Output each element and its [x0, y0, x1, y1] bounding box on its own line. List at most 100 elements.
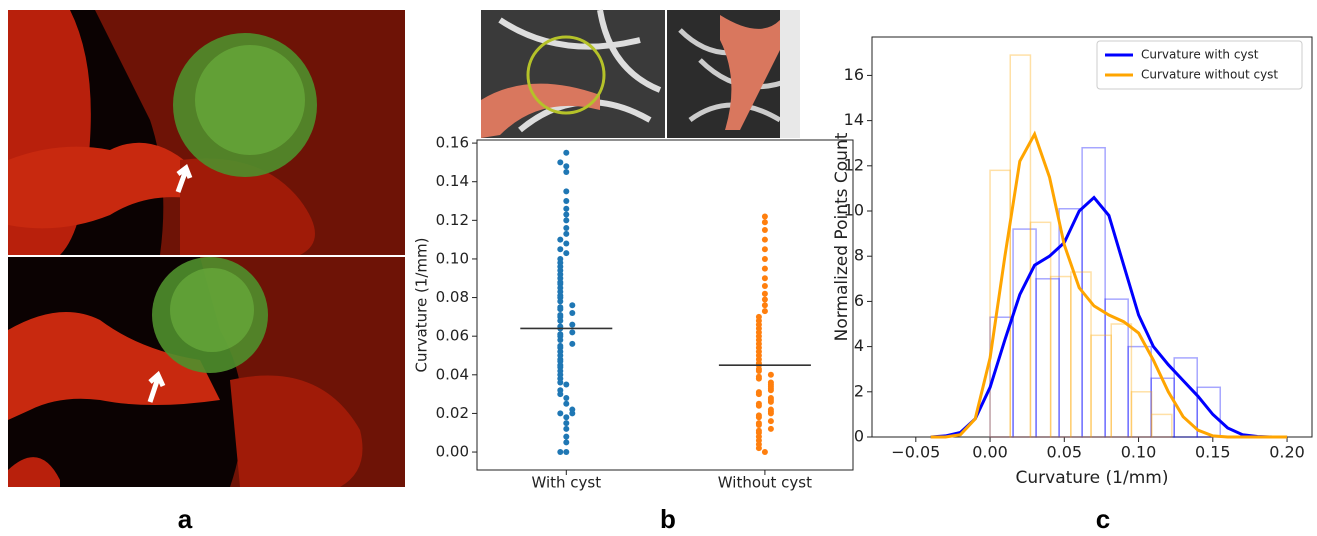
data-point — [755, 412, 762, 419]
data-point — [557, 342, 564, 349]
data-point — [761, 449, 768, 456]
data-point — [563, 163, 570, 170]
data-point — [569, 340, 576, 347]
y-tick-label: 0.08 — [436, 288, 469, 306]
data-point — [563, 433, 570, 440]
histogram-bar — [1130, 391, 1153, 438]
data-point — [761, 255, 768, 262]
axes-frame — [871, 36, 1313, 438]
data-point — [761, 226, 768, 233]
histogram-bar — [1035, 278, 1060, 438]
histogram-bar — [1127, 345, 1152, 438]
data-point — [563, 240, 570, 247]
y-tick-label: 6 — [854, 291, 864, 310]
axes-frame — [476, 139, 854, 471]
y-tick-label: 14 — [844, 110, 864, 129]
histogram-bar — [1150, 413, 1173, 438]
histogram-bar — [1009, 54, 1032, 438]
histogram-bar — [989, 169, 1012, 438]
data-point — [557, 410, 564, 417]
data-point — [563, 217, 570, 224]
data-point — [761, 296, 768, 303]
y-tick-label: 0.16 — [436, 134, 469, 152]
data-point — [761, 265, 768, 272]
x-tick-label: 0.20 — [1269, 443, 1305, 462]
y-tick-label: 0.06 — [436, 327, 469, 345]
data-point — [557, 311, 564, 318]
data-point — [569, 406, 576, 413]
panel-label: a — [178, 504, 193, 534]
data-point — [755, 313, 762, 320]
data-point — [761, 282, 768, 289]
histogram-bar — [1058, 208, 1083, 438]
x-tick-label: With cyst — [531, 474, 601, 492]
y-tick-label: 12 — [844, 155, 864, 174]
data-point — [563, 211, 570, 218]
x-tick-label: 0.05 — [1046, 443, 1082, 462]
panel-label: b — [660, 504, 676, 534]
histogram-bar — [1070, 271, 1092, 438]
y-tick-label: 8 — [854, 246, 864, 265]
data-point — [755, 389, 762, 396]
y-axis-label: Curvature (1/mm) — [413, 238, 431, 373]
histogram-bar — [1090, 334, 1112, 438]
data-point — [563, 198, 570, 205]
histogram-bar — [1049, 275, 1072, 438]
data-point — [761, 275, 768, 282]
y-tick-label: 16 — [844, 65, 864, 84]
render-top — [8, 10, 405, 255]
histogram-bar — [1081, 146, 1106, 438]
histogram-bar — [1012, 228, 1037, 438]
data-point — [557, 246, 564, 253]
data-point — [563, 381, 570, 388]
x-tick-label: 0.10 — [1121, 443, 1157, 462]
data-point — [563, 225, 570, 232]
render-bottom — [8, 257, 405, 487]
data-point — [569, 321, 576, 328]
histogram-bar — [1196, 386, 1221, 438]
data-point — [761, 213, 768, 220]
data-point — [563, 230, 570, 237]
data-point — [563, 420, 570, 427]
data-point — [563, 414, 570, 421]
data-point — [767, 394, 774, 401]
y-tick-label: 0.04 — [436, 365, 469, 383]
data-point — [563, 449, 570, 456]
y-tick-label: 0.14 — [436, 172, 469, 190]
data-point — [755, 427, 762, 434]
data-point — [563, 439, 570, 446]
data-point — [767, 418, 774, 425]
histogram-bar — [1110, 323, 1133, 438]
histogram-bar — [989, 316, 1014, 438]
x-tick-label: Without cyst — [718, 474, 812, 492]
data-point — [563, 394, 570, 401]
kde-line — [930, 130, 1288, 439]
data-point — [557, 236, 564, 243]
data-point — [761, 219, 768, 226]
x-tick-label: 0.15 — [1195, 443, 1231, 462]
data-point — [563, 250, 570, 257]
legend-box — [1096, 40, 1303, 90]
data-point — [755, 420, 762, 427]
y-tick-label: 2 — [854, 381, 864, 400]
data-point — [569, 302, 576, 309]
data-point — [761, 302, 768, 309]
data-point — [557, 159, 564, 166]
data-point — [761, 290, 768, 297]
data-point — [755, 400, 762, 407]
x-axis-label: Curvature (1/mm) — [1016, 468, 1169, 488]
x-tick-label: −0.05 — [891, 443, 940, 462]
y-tick-label: 0 — [854, 427, 864, 446]
legend-label: Curvature with cyst — [1141, 48, 1259, 62]
ct-insets — [481, 9, 800, 138]
data-point — [563, 169, 570, 176]
data-point — [755, 373, 762, 380]
data-point — [767, 406, 774, 413]
data-point — [563, 188, 570, 195]
y-axis-label: Normalized Points Count — [832, 132, 852, 341]
data-point — [569, 329, 576, 336]
data-point — [767, 425, 774, 432]
data-point — [761, 236, 768, 243]
histogram-bar — [1150, 377, 1175, 438]
